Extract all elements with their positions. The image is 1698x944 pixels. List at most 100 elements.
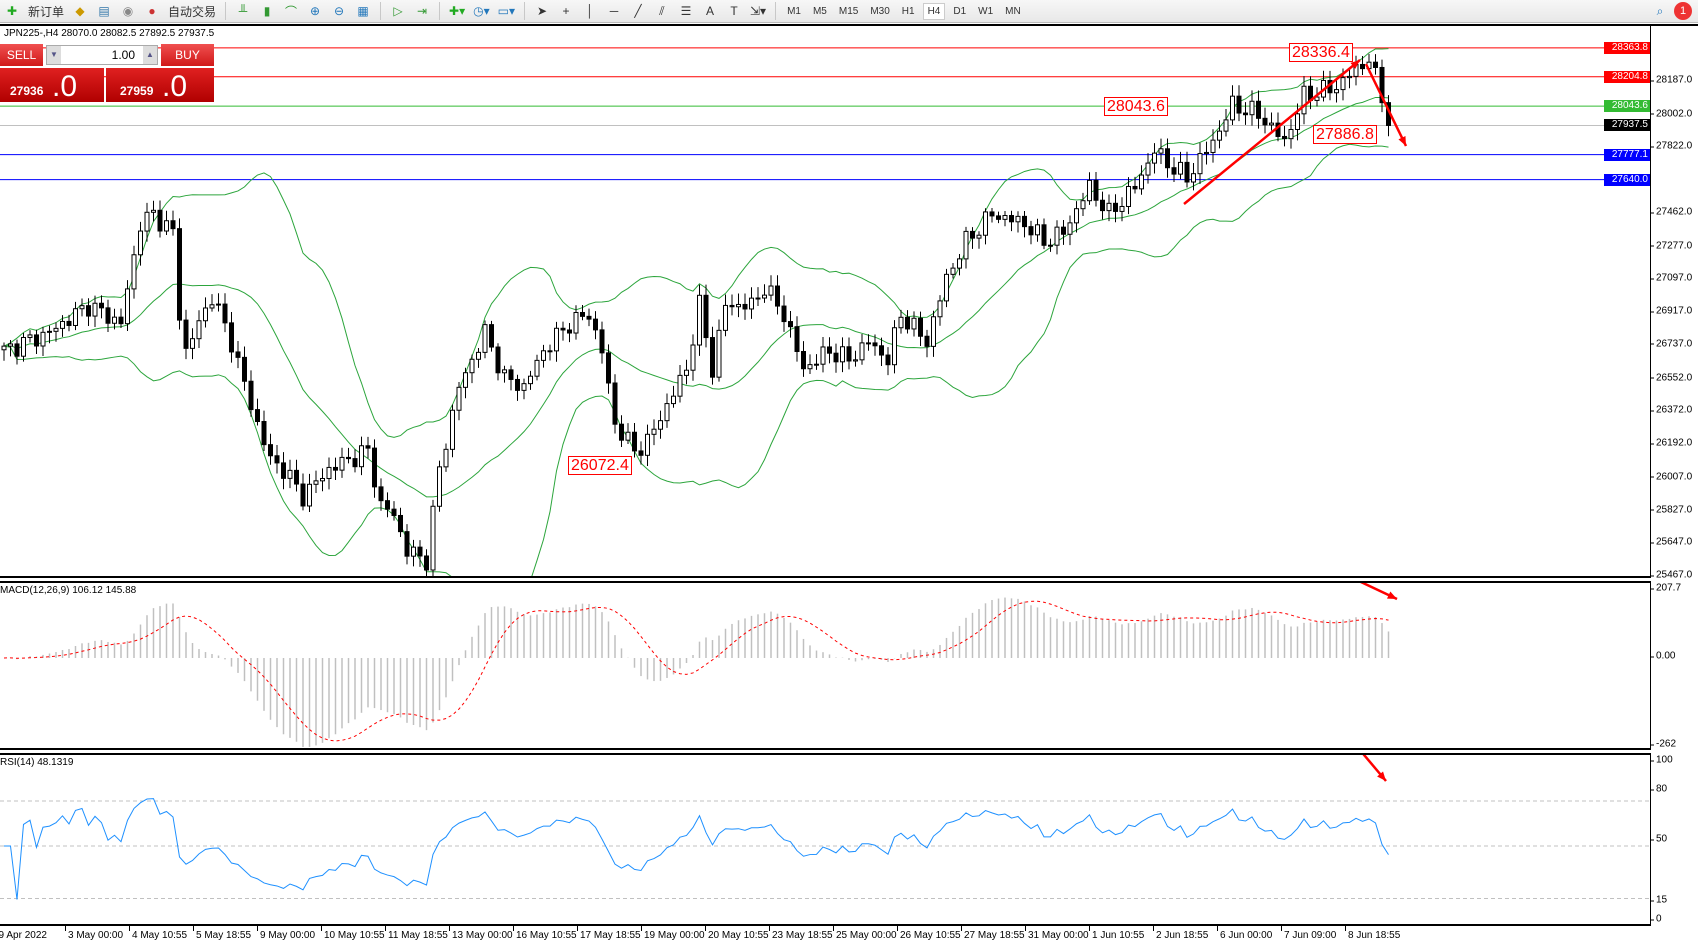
- candle-bearish: [1243, 112, 1248, 116]
- vertical-line-icon[interactable]: │: [586, 4, 594, 18]
- search-icon[interactable]: ⌕: [1656, 3, 1664, 18]
- candle-bullish: [482, 324, 488, 353]
- time-label: 16 May 10:55: [513, 926, 577, 941]
- candle-bullish: [950, 267, 956, 275]
- uptrend-arrow-head: [1350, 60, 1360, 69]
- auto-trading-icon[interactable]: ●: [148, 4, 156, 18]
- separator: [380, 2, 382, 20]
- text-label-icon[interactable]: T: [730, 4, 738, 18]
- macd-tick: 0.00: [1650, 650, 1676, 662]
- arrows-icon[interactable]: ⇲▾: [749, 4, 767, 18]
- timeframe-h1[interactable]: H1: [901, 5, 915, 17]
- candle-bearish: [352, 458, 358, 468]
- time-label: 8 Jun 18:55: [1344, 926, 1401, 941]
- new-order-icon[interactable]: ✚: [6, 4, 18, 18]
- candle-bearish: [1009, 215, 1014, 223]
- periods-icon[interactable]: ◷▾: [473, 4, 490, 18]
- candle-bullish: [768, 285, 774, 296]
- candle-bearish: [729, 304, 735, 308]
- trendline-icon[interactable]: ╱: [634, 4, 642, 18]
- candle-bullish: [1002, 215, 1008, 220]
- candle-bearish: [580, 311, 585, 317]
- timeframe-w1[interactable]: W1: [978, 5, 994, 17]
- volume-stepper[interactable]: ▼ 1.00 ▲: [46, 45, 158, 65]
- candle-bearish: [66, 320, 72, 326]
- candle-bullish: [1269, 122, 1274, 126]
- notification-badge[interactable]: 1: [1674, 2, 1692, 20]
- candle-bearish: [1100, 199, 1105, 212]
- line-chart-icon[interactable]: ⌒: [285, 4, 298, 19]
- candle-bullish: [1197, 153, 1203, 175]
- timeframe-d1[interactable]: D1: [953, 5, 967, 17]
- volume-decrease-icon[interactable]: ▼: [47, 46, 61, 64]
- candle-bearish: [788, 321, 793, 328]
- new-order-button[interactable]: 新订单: [28, 4, 65, 19]
- timeframe-m5[interactable]: M5: [812, 5, 827, 17]
- separator: [439, 2, 441, 20]
- buy-button[interactable]: BUY: [161, 44, 214, 66]
- chart-shift-icon[interactable]: ⇥: [417, 4, 428, 18]
- candle-bullish: [690, 344, 696, 371]
- candle-bullish: [190, 338, 195, 349]
- candle-bullish: [287, 469, 293, 479]
- volume-increase-icon[interactable]: ▲: [143, 46, 157, 64]
- zoom-in-icon[interactable]: ⊕: [310, 4, 321, 18]
- time-label: 17 May 18:55: [577, 926, 641, 941]
- signals-icon[interactable]: ◉: [122, 4, 134, 18]
- sell-button[interactable]: SELL: [0, 44, 43, 66]
- timeframe-m15[interactable]: M15: [838, 5, 859, 17]
- macd-tick: 207.7: [1650, 582, 1682, 594]
- bar-chart-icon[interactable]: ╨: [238, 4, 248, 18]
- annotation-low: 27886.8: [1313, 125, 1377, 144]
- indicators-icon[interactable]: ✚▾: [449, 4, 466, 18]
- price-tick: 26192.0: [1650, 437, 1693, 449]
- candle-bullish: [534, 359, 540, 377]
- toolbar: ✚ 新订单 ◆ ▤ ◉ ● 自动交易 ╨ ▮ ⌒ ⊕ ⊖ ▦ ▷ ⇥ ✚▾ ◷▾…: [0, 0, 1698, 23]
- auto-trading-button[interactable]: 自动交易: [168, 4, 217, 19]
- candle-bullish: [671, 395, 676, 405]
- candle-bearish: [781, 305, 787, 323]
- timeframe-m1[interactable]: M1: [787, 5, 801, 17]
- candle-bullish: [716, 329, 722, 378]
- macd-panel[interactable]: MACD(12,26,9) 106.12 145.88: [0, 581, 1651, 750]
- templates-icon[interactable]: ▭▾: [497, 4, 515, 18]
- channel-icon[interactable]: ⫽: [659, 3, 665, 18]
- sell-price-button[interactable]: 27936 .0: [0, 68, 104, 103]
- candle-bullish: [684, 369, 689, 376]
- volume-input[interactable]: 1.00: [111, 48, 135, 62]
- candle-bullish: [1204, 151, 1209, 155]
- text-icon[interactable]: A: [705, 4, 714, 18]
- candle-bullish: [476, 351, 481, 360]
- candle-bearish: [222, 303, 228, 324]
- candle-bullish: [1249, 100, 1255, 116]
- candle-bullish: [736, 303, 741, 308]
- candle-bearish: [1184, 161, 1190, 183]
- auto-scroll-icon[interactable]: ▷: [393, 4, 403, 18]
- buy-price-button[interactable]: 27959 .0: [106, 68, 214, 103]
- candle-bullish: [131, 254, 137, 290]
- horizontal-line-icon[interactable]: ─: [609, 4, 619, 18]
- price-tick: 25647.0: [1650, 536, 1693, 548]
- candle-bearish: [632, 431, 637, 452]
- crosshair-icon[interactable]: +: [562, 4, 570, 18]
- navigator-icon[interactable]: ▤: [98, 4, 110, 18]
- rsi-panel[interactable]: RSI(14) 48.1319: [0, 753, 1651, 926]
- fibonacci-icon[interactable]: ☰: [680, 4, 692, 18]
- market-watch-icon[interactable]: ◆: [75, 4, 85, 18]
- timeframe-mn[interactable]: MN: [1005, 5, 1021, 17]
- tile-windows-icon[interactable]: ▦: [357, 4, 369, 18]
- candle-bullish: [755, 297, 761, 300]
- timeframe-h4[interactable]: H4: [922, 2, 946, 20]
- price-tick: 27822.0: [1650, 140, 1693, 152]
- timeframe-m30[interactable]: M30: [870, 5, 890, 17]
- cursor-icon[interactable]: ➤: [536, 4, 548, 18]
- candle-bearish: [242, 356, 247, 382]
- annotation-high: 28336.4: [1289, 43, 1353, 62]
- zoom-out-icon[interactable]: ⊖: [334, 4, 345, 18]
- candle-bullish: [1191, 173, 1196, 183]
- candle-bullish: [138, 230, 143, 256]
- candle-bullish: [1015, 215, 1021, 223]
- main-chart-panel[interactable]: JPN225-,H4 28070.0 28082.5 27892.5 27937…: [0, 26, 1651, 578]
- candle-bullish: [957, 258, 962, 269]
- candlestick-icon[interactable]: ▮: [263, 4, 271, 18]
